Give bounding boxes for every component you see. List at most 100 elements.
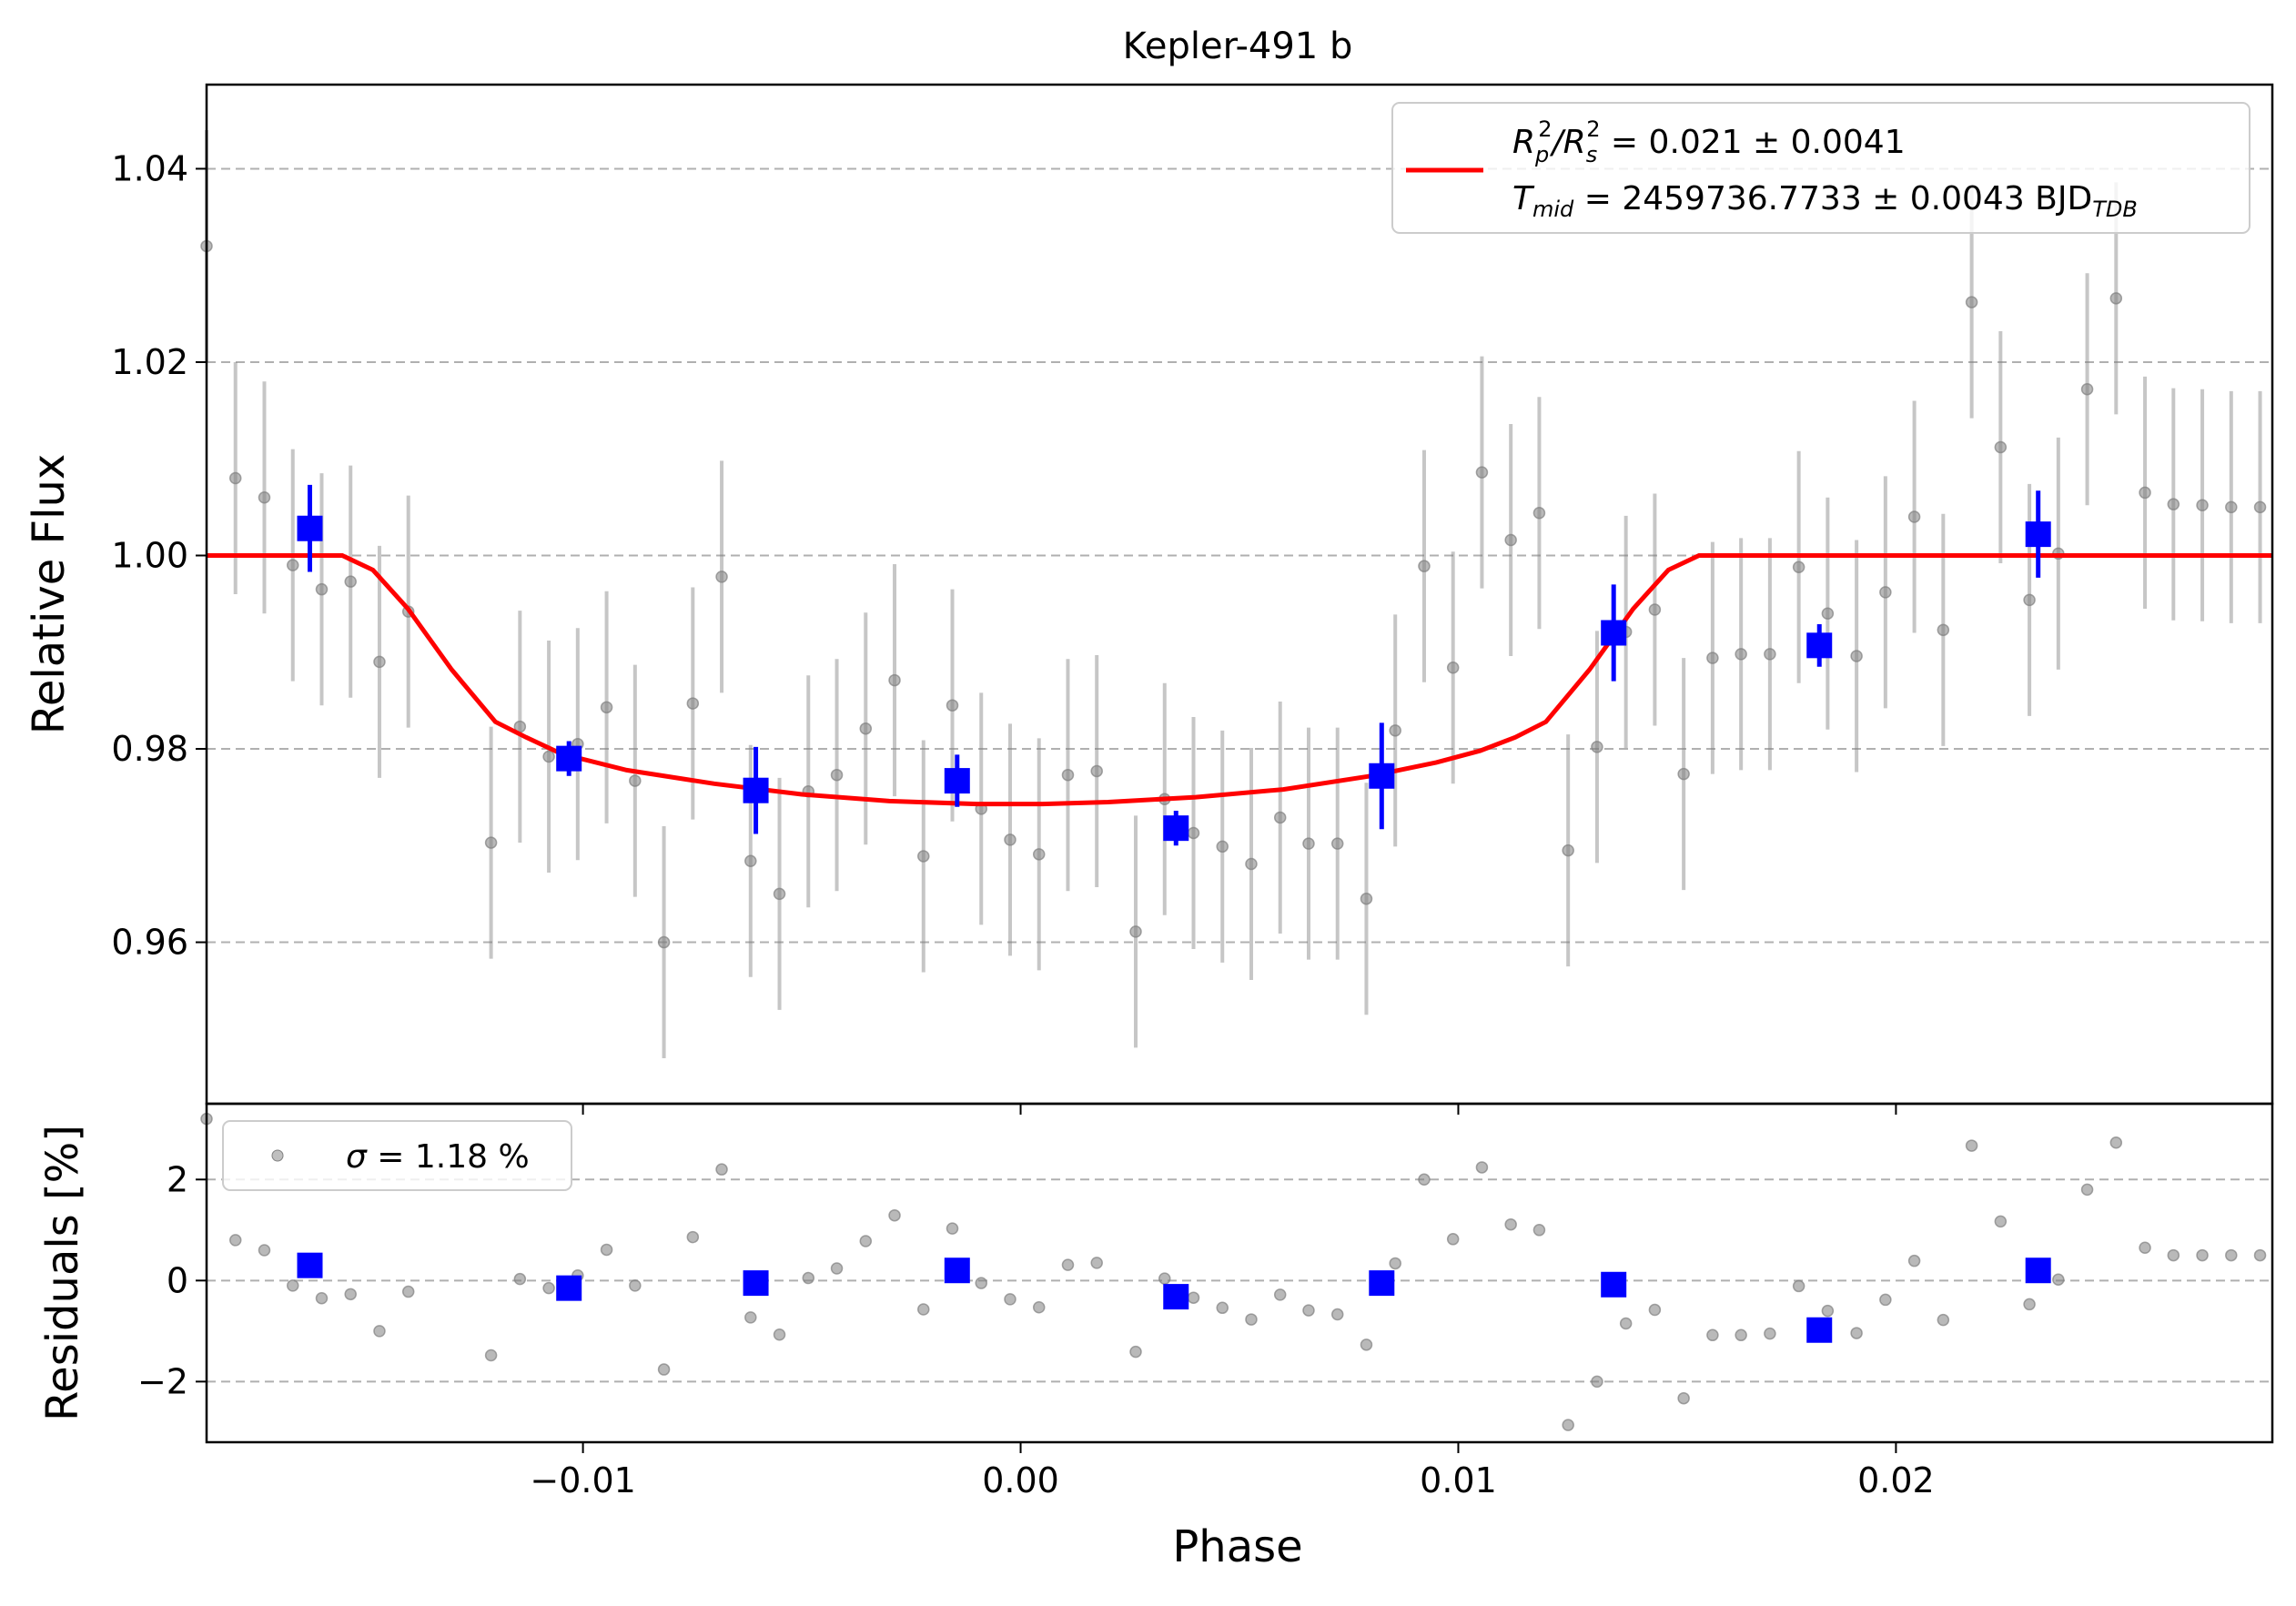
residuals-legend: σ = 1.18 % [222,1120,572,1191]
residuals-y-tick-label: −2 [137,1361,188,1401]
data-point [542,750,555,763]
residuals-legend-label: σ = 1.18 % [346,1138,530,1176]
data-point [1907,510,1921,523]
data-point [629,774,642,787]
residual-point [286,1279,299,1292]
main-binned-points [297,484,2051,846]
residuals-y-axis-label: Residuals [%] [37,1125,88,1421]
main-y-tick-label: 0.98 [111,729,188,769]
data-point [1591,741,1603,753]
data-point [1004,833,1017,846]
data-point [2023,593,2036,607]
main-error-bars [205,129,2262,1059]
residual-point [542,1281,555,1295]
data-point [859,722,873,735]
residual-point [859,1235,873,1247]
residual-point [2225,1248,2238,1262]
residual-point [1360,1338,1373,1351]
residual-point [773,1328,786,1341]
residual-binned-point [2025,1258,2051,1284]
data-point [686,697,700,710]
data-point [600,701,613,714]
residual-point [2109,1136,2123,1149]
residuals-legend-box [222,1120,572,1191]
data-point [946,699,959,712]
residual-point [1187,1291,1200,1304]
residual-point [1158,1272,1171,1285]
x-tick-label: 0.00 [982,1460,1059,1500]
main-legend-line2: Tmid = 2459736.7733 ± 0.0043 BJDTDB [1512,180,2138,222]
residuals-data-points [200,1112,2267,1431]
residual-point [344,1288,357,1301]
residual-point [1821,1304,1835,1318]
residual-point [2253,1248,2267,1262]
residual-point [1879,1293,1892,1307]
data-point [1706,651,1719,664]
residual-point [1764,1327,1776,1340]
residual-point [1994,1215,2008,1228]
data-point [1187,826,1200,840]
residual-binned-point [1601,1271,1627,1298]
data-point [1735,648,1747,661]
residual-point [1907,1254,1921,1268]
residual-point [1475,1161,1489,1174]
residual-point [1061,1258,1075,1271]
main-axes-frame [205,83,2274,1106]
data-point [888,673,901,687]
data-point [1994,440,2008,454]
data-point [1032,848,1046,861]
residual-point [1446,1233,1460,1246]
binned-point [556,745,582,772]
residuals-gridlines [207,1178,2272,1383]
residual-point [1090,1257,1103,1269]
main-legend: Rp2/Rs2 = 0.021 ± 0.0041 Tmid = 2459736.… [1391,102,2250,234]
data-point [657,935,671,949]
main-y-ticks: 0.96 0.98 1.00 1.02 1.04 [111,148,207,963]
residual-point [1850,1327,1863,1339]
residual-point [802,1271,815,1285]
residual-point [2080,1183,2094,1197]
binned-point [1369,763,1395,789]
data-point [1129,925,1142,938]
binned-point [1163,815,1189,842]
main-y-tick-label: 1.04 [111,148,188,188]
residual-point [1389,1257,1401,1270]
data-point [1216,840,1229,854]
residual-binned-point [743,1270,769,1297]
residual-point [1216,1301,1229,1315]
residuals-y-tick-label: 2 [167,1159,188,1199]
residual-binned-point [1163,1284,1189,1310]
data-point [484,836,498,849]
residual-point [946,1222,959,1235]
binned-point [743,777,769,803]
data-point [286,559,299,571]
residual-point [484,1348,498,1362]
residual-point [1032,1301,1046,1314]
residual-point [2052,1273,2065,1286]
residual-binned-point [556,1275,582,1301]
data-point [2196,499,2209,511]
data-point [1504,533,1517,547]
main-x-ticks [582,1104,1897,1115]
residual-binned-point [1369,1270,1395,1297]
residual-point [228,1234,242,1247]
residual-point [600,1243,613,1257]
chart-title: Kepler-491 b [1123,25,1353,67]
x-axis-label: Phase [1172,1521,1302,1572]
binned-point [2025,521,2051,548]
data-point [1446,662,1460,674]
residuals-binned-points [297,1252,2051,1343]
data-point [1360,892,1373,905]
residual-binned-point [1806,1317,1833,1343]
data-point [1792,561,1805,573]
residual-point [657,1363,671,1376]
data-point [830,768,844,782]
residual-point [2196,1248,2209,1262]
main-y-axis-label: Relative Flux [24,454,75,735]
data-point [1061,768,1075,782]
binned-point [1601,620,1627,646]
data-point [1090,764,1103,778]
data-point [1965,296,1978,308]
residuals-axes-frame [205,1102,2274,1444]
